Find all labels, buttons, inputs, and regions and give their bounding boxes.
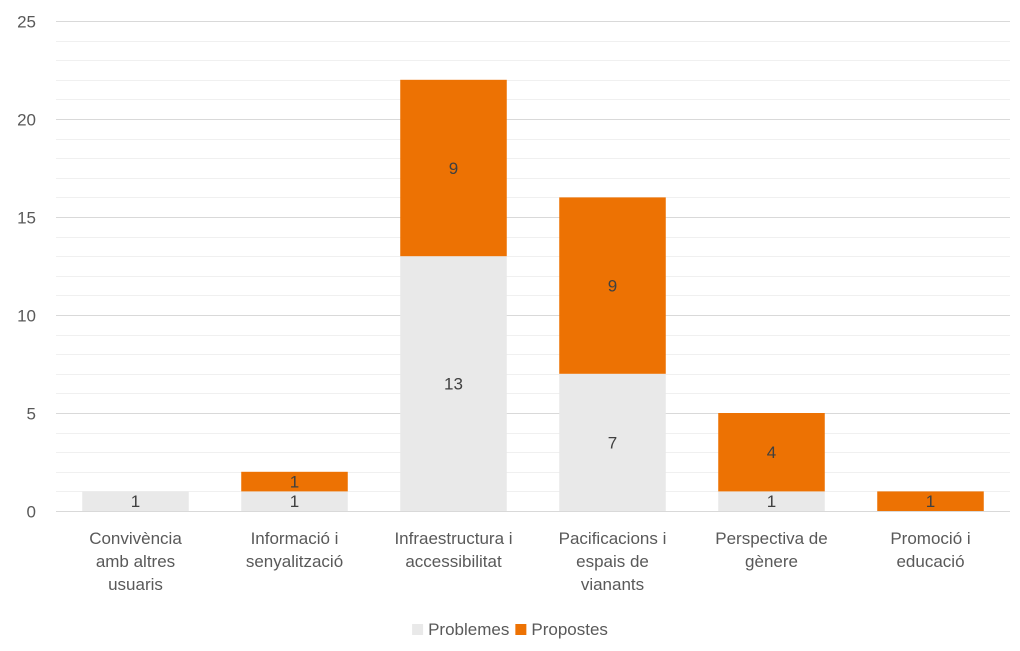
bar-segment-propostes bbox=[559, 197, 666, 374]
x-category-label-line: gènere bbox=[745, 552, 798, 571]
x-category-label-line: espais de bbox=[576, 552, 649, 571]
legend-swatch-propostes bbox=[515, 624, 527, 635]
x-category-label-line: Informació i bbox=[251, 529, 339, 548]
y-tick-label: 25 bbox=[17, 13, 36, 32]
x-category-label-line: usuaris bbox=[108, 575, 163, 594]
legend-swatch-problemes bbox=[412, 624, 424, 635]
legend: Problemes Propostes bbox=[412, 620, 608, 639]
data-label: 1 bbox=[290, 473, 299, 492]
x-category-label-line: amb altres bbox=[96, 552, 175, 571]
x-category-label-line: educació bbox=[896, 552, 964, 571]
x-category-label: Promoció i educació bbox=[890, 529, 970, 571]
bar-segment-problemes bbox=[400, 256, 507, 511]
data-label: 1 bbox=[131, 492, 140, 511]
legend-label: Problemes bbox=[428, 620, 509, 639]
x-category-label-line: Perspectiva de bbox=[715, 529, 827, 548]
x-category-label-line: Convivència bbox=[89, 529, 182, 548]
data-label: 13 bbox=[444, 375, 463, 394]
data-label: 9 bbox=[449, 159, 458, 178]
x-category-label-line: Infraestructura i bbox=[394, 529, 512, 548]
x-category-label-line: Promoció i bbox=[890, 529, 970, 548]
y-tick-label: 10 bbox=[17, 307, 36, 326]
x-category-label: Informació i senyalització bbox=[246, 529, 343, 571]
x-category-label-line: vianants bbox=[581, 575, 644, 594]
y-tick-label: 20 bbox=[17, 111, 36, 130]
x-category-label: Pacificacions i espais de vianants bbox=[559, 529, 667, 594]
bar-segment-problemes bbox=[718, 491, 825, 511]
x-category-label-line: Pacificacions i bbox=[559, 529, 667, 548]
data-label: 4 bbox=[767, 443, 776, 462]
data-label: 1 bbox=[767, 492, 776, 511]
bar-segment-problemes bbox=[559, 373, 666, 511]
data-label: 1 bbox=[926, 492, 935, 511]
bar-segment-problemes bbox=[241, 491, 348, 511]
bars bbox=[82, 79, 984, 511]
y-tick-label: 0 bbox=[27, 503, 36, 522]
bar-segment-propostes bbox=[241, 471, 348, 492]
legend-label: Propostes bbox=[531, 620, 608, 639]
data-label: 9 bbox=[608, 277, 617, 296]
data-label: 1 bbox=[290, 492, 299, 511]
x-category-label-line: senyalització bbox=[246, 552, 343, 571]
gridlines bbox=[56, 21, 1010, 492]
bar-segment-propostes bbox=[877, 491, 984, 511]
axes: 0 5 10 15 20 25 Convivència amb altres usuaris In… bbox=[17, 13, 1010, 594]
y-tick-label: 15 bbox=[17, 209, 36, 228]
x-category-label: Perspectiva de gènere bbox=[715, 529, 827, 571]
data-label: 7 bbox=[608, 433, 617, 452]
y-tick-label: 5 bbox=[27, 405, 36, 424]
x-category-label: Convivència amb altres usuaris bbox=[89, 529, 182, 594]
bar-segment-problemes bbox=[82, 491, 189, 511]
bar-segment-propostes bbox=[718, 413, 825, 492]
x-category-label-line: accessibilitat bbox=[405, 552, 502, 571]
bar-segment-propostes bbox=[400, 79, 507, 257]
x-category-label: Infraestructura i accessibilitat bbox=[394, 529, 512, 571]
